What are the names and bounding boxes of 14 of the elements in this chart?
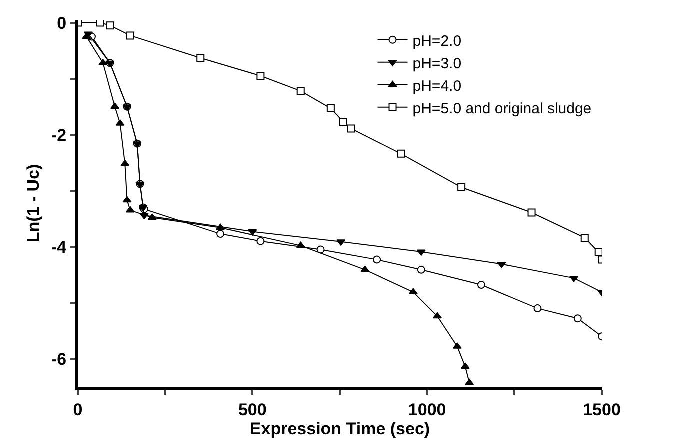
x-tick-label: 1000	[408, 400, 446, 420]
x-tick-label: 500	[238, 400, 267, 420]
y-tick-label: 0	[57, 14, 67, 33]
y-tick-label: -4	[51, 238, 68, 257]
y-tick-label: -6	[51, 350, 67, 369]
x-tick-label: 0	[73, 400, 83, 420]
y-axis-title: Ln(1 - Uc)	[24, 164, 44, 243]
x-tick-label: 1500	[583, 400, 621, 420]
x-axis-title: Expression Time (sec)	[250, 419, 430, 438]
legend-label: pH=2.0	[412, 32, 462, 50]
legend-label: pH=5.0 and original sludge	[412, 100, 592, 118]
legend-label: pH=3.0	[412, 55, 462, 72]
y-tick-label: -2	[51, 126, 67, 145]
legend-label: pH=4.0	[412, 78, 462, 95]
